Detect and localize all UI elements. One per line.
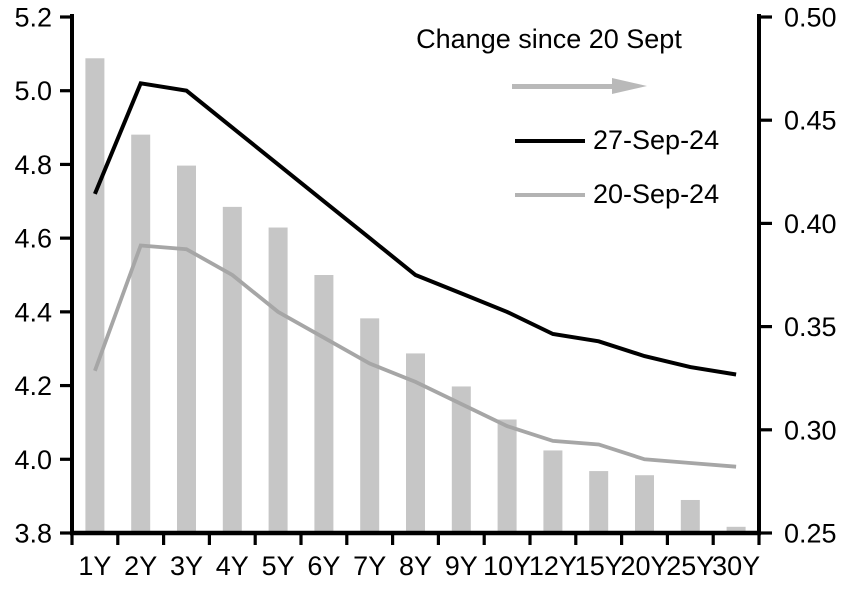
legend-entry-27-sep: 27-Sep-24 (515, 127, 815, 154)
legend-title: Change since 20 Sept (416, 24, 682, 54)
right-axis-label: 0.45 (784, 106, 837, 136)
bar-25Y (680, 499, 700, 533)
left-axis-label: 5.0 (14, 76, 52, 106)
x-axis-label-15Y: 15Y (575, 551, 623, 581)
series-line-20-sep-24 (93, 243, 737, 469)
bar-2Y (131, 134, 151, 533)
right-axis-label: 0.35 (784, 312, 837, 342)
bar-5Y (268, 227, 288, 533)
bar-10Y (497, 419, 517, 533)
x-axis-label-4Y: 4Y (216, 551, 249, 581)
bar-30Y (726, 526, 746, 533)
x-axis-label-5Y: 5Y (262, 551, 295, 581)
bar-6Y (314, 275, 334, 533)
x-axis-label-3Y: 3Y (170, 551, 203, 581)
left-axis-label: 4.6 (14, 224, 52, 254)
x-axis-label-1Y: 1Y (78, 551, 111, 581)
bar-9Y (451, 386, 471, 533)
gray-line-swatch (515, 193, 585, 197)
right-axis-label: 0.40 (784, 209, 837, 239)
legend-label: 27-Sep-24 (593, 125, 720, 155)
right-axis-label: 0.50 (784, 3, 837, 33)
bar-20Y (635, 475, 654, 533)
x-axis-label-30Y: 30Y (712, 551, 760, 581)
left-axis-label: 4.2 (14, 371, 52, 401)
right-axis-label: 0.30 (784, 415, 837, 445)
x-axis-label-7Y: 7Y (353, 551, 386, 581)
series-line-27-sep-24 (93, 81, 737, 377)
black-line-swatch (515, 139, 585, 143)
left-axis-label: 3.8 (14, 519, 52, 549)
bar-8Y (406, 353, 425, 533)
arrow-shaft (512, 84, 615, 89)
left-axis-label: 4.4 (14, 297, 52, 327)
right-arrow-icon (512, 78, 647, 94)
x-axis-label-6Y: 6Y (307, 551, 340, 581)
x-axis-label-10Y: 10Y (483, 551, 531, 581)
legend-label: 20-Sep-24 (593, 179, 720, 209)
x-axis-label-9Y: 9Y (445, 551, 478, 581)
x-axis-label-25Y: 25Y (666, 551, 714, 581)
right-axis-label: 0.25 (784, 519, 837, 549)
bar-1Y (85, 58, 105, 533)
x-axis-label-8Y: 8Y (399, 551, 432, 581)
left-axis-label: 4.8 (14, 150, 52, 180)
legend-entry-20-sep: 20-Sep-24 (515, 181, 815, 208)
left-axis-label: 4.0 (14, 445, 52, 475)
bar-3Y (177, 165, 196, 533)
arrow-head (612, 78, 647, 94)
bar-15Y (589, 471, 609, 533)
bar-7Y (360, 318, 380, 533)
x-axis-label-2Y: 2Y (124, 551, 157, 581)
x-axis-label-12Y: 12Y (529, 551, 577, 581)
bar-12Y (543, 450, 563, 533)
x-axis-label-20Y: 20Y (620, 551, 668, 581)
bar-4Y (222, 206, 242, 533)
left-axis-label: 5.2 (14, 3, 52, 33)
